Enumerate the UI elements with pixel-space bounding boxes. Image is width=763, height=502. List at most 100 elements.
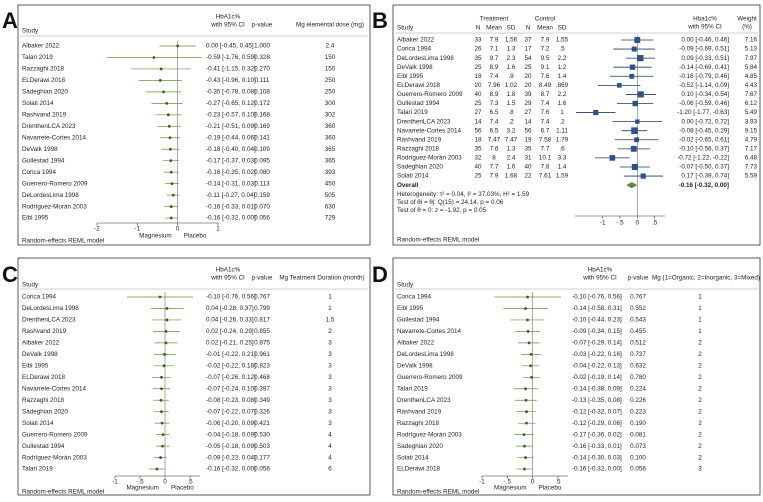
effect-label: -0.08 [-0.45, 0.29]: [679, 127, 729, 134]
favours-right: Placebo: [184, 233, 207, 240]
study-label: Navarrete-Cortes 2014: [397, 127, 462, 134]
effect-point: [529, 364, 532, 368]
moderator-value: 3: [328, 385, 332, 392]
p-value: 0.530: [254, 431, 270, 438]
x-tick-label: -.5: [504, 479, 512, 486]
moderator-value: 3: [328, 351, 332, 358]
effect-label: -0.16 [-0.33, 0.01]: [572, 443, 622, 450]
column-header: with 95% CI: [582, 275, 617, 282]
column-header: SD: [507, 25, 516, 32]
control-cell: .6: [559, 146, 565, 153]
p-value: 0.190: [630, 420, 646, 427]
column-header: HbA1c%: [588, 267, 613, 274]
study-label: Gullestad 1994: [397, 100, 440, 107]
control-cell: 7.7: [541, 146, 550, 153]
moderator-value: 365: [325, 157, 336, 164]
effect-point: [526, 318, 529, 322]
effect-point: [165, 101, 169, 105]
control-cell: 7.9: [541, 37, 550, 44]
moderator-value: 393: [325, 169, 336, 176]
moderator-value: 3: [328, 420, 332, 427]
study-label: DeLordesLima 1998: [22, 305, 79, 312]
treatment-cell: 18: [474, 73, 482, 80]
moderator-value: 1: [328, 294, 332, 301]
treatment-cell: 35: [474, 146, 482, 153]
study-label: Eibl 1995: [22, 215, 49, 222]
effect-point: [165, 318, 169, 322]
x-tick-label: -1: [112, 479, 118, 486]
moderator-value: 2: [698, 431, 702, 438]
study-label: DeLordesLima 1998: [397, 55, 454, 62]
moderator-value: 630: [325, 203, 336, 210]
footer: Random-effects REML model: [397, 489, 479, 496]
effect-label: -0.07 [-0.24, 0.10]: [206, 385, 256, 392]
control-cell: 1.59: [556, 173, 569, 180]
effect-point: [162, 364, 166, 368]
study-label: Solati 2014: [397, 454, 429, 461]
p-value: 0.223: [630, 408, 646, 415]
effect-label: -0.02 [-0.22, 0.18]: [206, 362, 256, 369]
effect-point: [163, 352, 166, 356]
treatment-cell: 27: [474, 109, 482, 116]
p-value: 0.177: [254, 454, 270, 461]
effect-label: -0.09 [-0.34, 0.15]: [572, 328, 622, 335]
study-label: ELDerawi 2018: [22, 77, 66, 84]
weight-label: 4.43: [745, 82, 758, 89]
column-header: Mean: [537, 25, 553, 32]
effect-label: 0.00 [-0.72, 0.72]: [681, 118, 729, 125]
treatment-cell: 8.9: [490, 64, 499, 71]
treatment-cell: 7.7: [490, 164, 499, 171]
effect-label: -0.09 [-0.69, 0.51]: [679, 46, 729, 53]
treatment-cell: 7.4: [490, 73, 499, 80]
x-tick-label: 0: [531, 479, 535, 486]
column-header: HbA1c%: [216, 14, 241, 21]
p-value: 0.767: [630, 294, 646, 301]
moderator-value: 365: [325, 146, 336, 153]
study-label: Razzaghi 2018: [22, 66, 65, 73]
effect-label: 0.09 [-0.33, 0.51]: [681, 55, 729, 62]
p-value: 0.503: [254, 443, 270, 450]
moderator-value: 4: [328, 454, 332, 461]
p-value: 0.817: [254, 317, 270, 324]
control-cell: 7.4: [541, 118, 550, 125]
effect-label: -0.14 [-0.31, 0.03]: [206, 180, 256, 187]
column-header: p-value: [252, 275, 273, 282]
study-label: DeValk 1998: [22, 146, 58, 153]
treatment-cell: 1.6: [507, 164, 516, 171]
moderator-value: 3: [328, 408, 332, 415]
p-value: 0.080: [254, 169, 270, 176]
effect-point: [168, 136, 172, 140]
effect-point: [524, 456, 527, 459]
moderator-value: 2: [328, 328, 332, 335]
control-cell: 10.1: [539, 155, 552, 162]
treatment-cell: .9: [508, 73, 514, 80]
moderator-value: 360: [325, 134, 336, 141]
weight-label: 9.15: [745, 127, 758, 134]
treatment-cell: 7.47: [505, 136, 518, 143]
effect-point: [166, 113, 170, 117]
effect-point: [523, 444, 526, 448]
effect-label: -0.16 [-0.33, 0.01]: [206, 203, 256, 210]
effect-label: -0.23 [-0.57, 0.10]: [206, 111, 256, 118]
weight-label: 3.93: [745, 118, 758, 125]
weight-box: [637, 55, 644, 62]
column-header: Study: [397, 282, 414, 289]
study-label: Rodríguez-Morán 2003: [22, 203, 87, 210]
effect-point: [527, 341, 531, 345]
control-cell: 1.79: [556, 136, 569, 143]
weight-box: [593, 109, 599, 116]
effect-point: [164, 330, 168, 333]
study-label: Guerrero-Romero 2009: [397, 91, 463, 98]
effect-label: -0.02 [-0.65, 0.61]: [679, 136, 729, 143]
control-cell: 40: [524, 164, 532, 171]
moderator-value: 729: [325, 215, 336, 222]
treatment-cell: 56: [474, 127, 482, 134]
study-label: ELDerawi 2018: [397, 466, 441, 473]
column-header: Treatment: [480, 16, 509, 23]
effect-label: -0.06 [-0.59, 0.46]: [679, 100, 729, 107]
control-cell: 1.4: [558, 73, 567, 80]
study-label: Sadeghian 2020: [397, 443, 443, 450]
control-cell: 7.61: [539, 173, 552, 180]
weight-label: 4.79: [745, 136, 758, 143]
column-header: Control: [535, 16, 555, 23]
